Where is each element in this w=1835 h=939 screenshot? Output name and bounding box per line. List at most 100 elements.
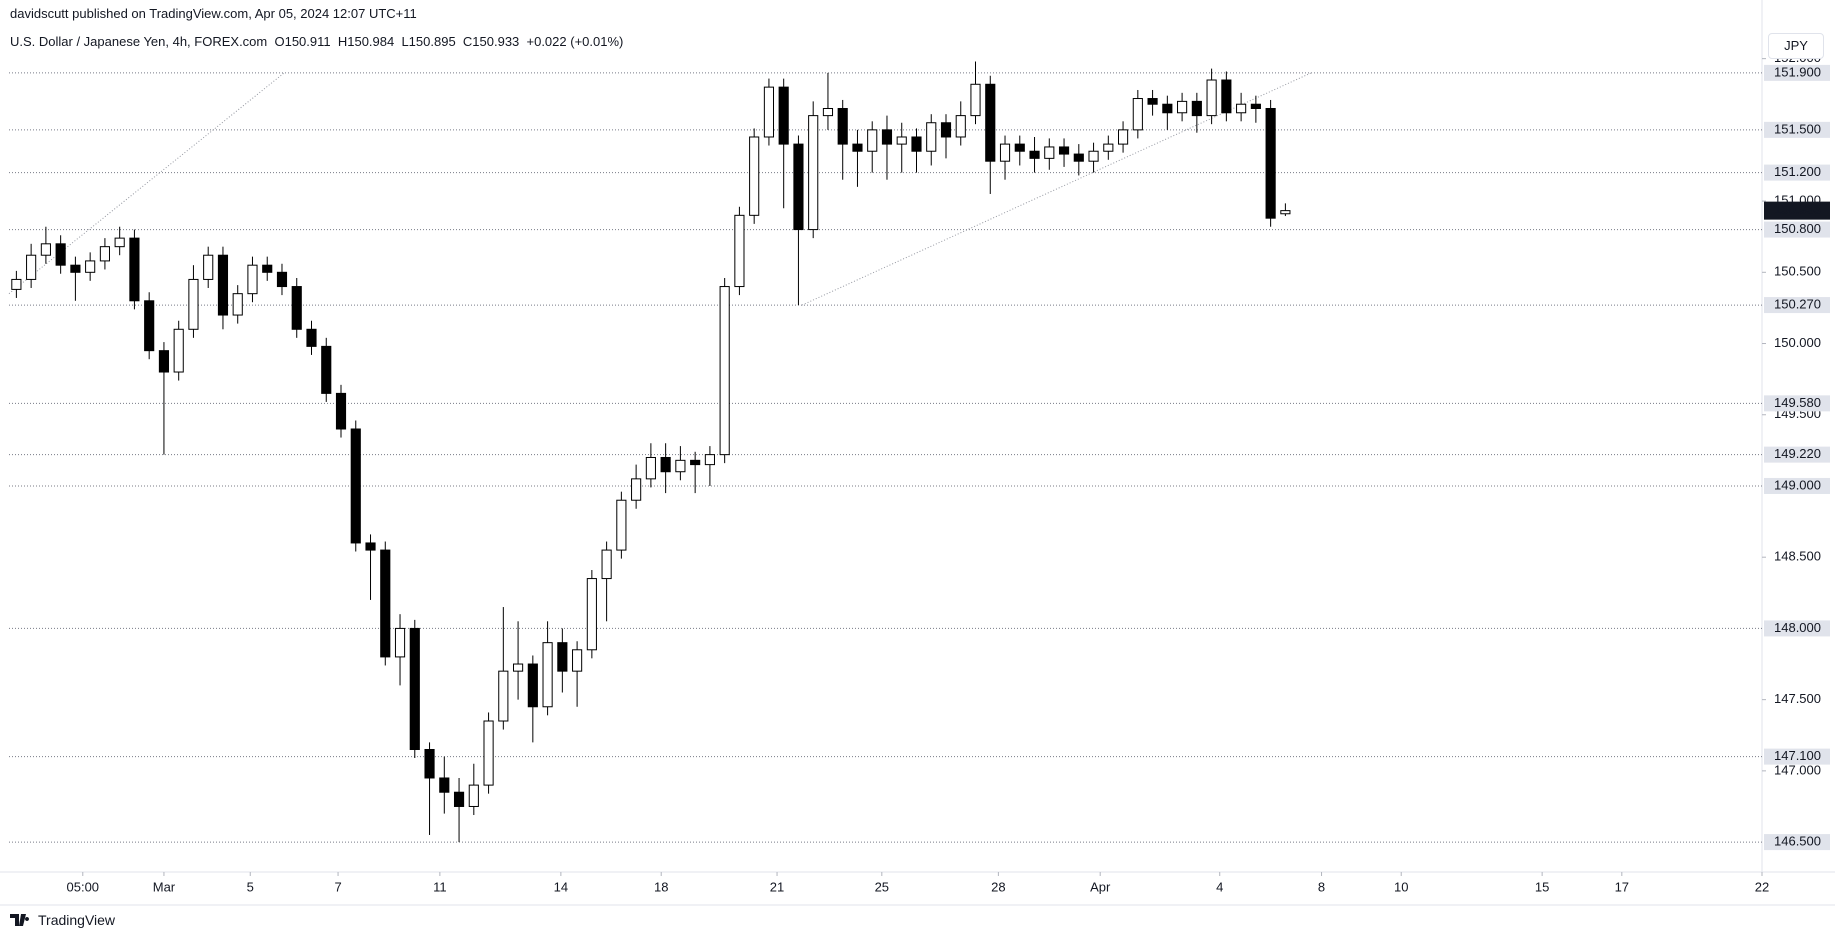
x-tick-label: 28 bbox=[991, 879, 1005, 894]
level-label: 149.580 bbox=[1774, 395, 1821, 410]
last-price-box bbox=[1764, 201, 1830, 220]
level-label-box bbox=[1764, 121, 1830, 138]
candle-body bbox=[468, 784, 479, 807]
candle-body bbox=[114, 237, 125, 248]
candle-body bbox=[217, 254, 229, 316]
candle-body bbox=[645, 456, 656, 480]
candle-body bbox=[542, 642, 553, 708]
candle-body bbox=[601, 549, 612, 580]
candle-body bbox=[1029, 150, 1040, 159]
level-label-box bbox=[1764, 395, 1830, 412]
x-tick-label: 15 bbox=[1535, 879, 1549, 894]
candle-body bbox=[203, 254, 214, 280]
x-tick-label: 05:00 bbox=[67, 879, 100, 894]
candle-body bbox=[350, 428, 361, 544]
candle-body bbox=[1250, 103, 1261, 109]
x-tick-label: 21 bbox=[770, 879, 784, 894]
y-tick-label: 148.500 bbox=[1774, 549, 1821, 564]
candle-body bbox=[808, 115, 819, 231]
candle-body bbox=[498, 670, 509, 722]
x-tick-label: 5 bbox=[247, 879, 254, 894]
candle-body bbox=[586, 578, 597, 651]
candle-body bbox=[572, 649, 583, 672]
candle-body bbox=[557, 642, 568, 672]
candle-body bbox=[26, 254, 37, 280]
candle-body bbox=[1132, 98, 1143, 131]
candle-body bbox=[1147, 98, 1158, 105]
candle-body bbox=[188, 278, 199, 330]
level-label-box bbox=[1764, 297, 1830, 314]
logo bbox=[10, 914, 30, 926]
x-tick-label: 17 bbox=[1615, 879, 1629, 894]
candle-body bbox=[793, 143, 804, 231]
candle-body bbox=[158, 350, 170, 373]
x-tick-label: 10 bbox=[1394, 879, 1408, 894]
level-label: 151.900 bbox=[1774, 64, 1821, 79]
candle-body bbox=[483, 720, 494, 786]
x-tick-label: 22 bbox=[1755, 879, 1769, 894]
candle-body bbox=[911, 136, 922, 152]
candle-body bbox=[881, 129, 893, 145]
candle-body bbox=[55, 243, 66, 266]
candle-body bbox=[867, 129, 878, 152]
level-label: 149.220 bbox=[1774, 446, 1821, 461]
candle-body bbox=[291, 286, 302, 330]
level-label: 150.800 bbox=[1774, 221, 1821, 236]
currency-button[interactable]: JPY bbox=[1768, 33, 1824, 59]
candle-body bbox=[675, 459, 686, 473]
candle-body bbox=[380, 549, 391, 658]
candle-body bbox=[1044, 146, 1055, 159]
last-price-label: 150.933 bbox=[1774, 202, 1821, 217]
candle-body bbox=[365, 542, 376, 551]
candle-body bbox=[1014, 143, 1025, 152]
candle-body bbox=[1058, 146, 1070, 155]
candle-body bbox=[247, 264, 258, 295]
candle-body bbox=[704, 454, 715, 466]
candle-body bbox=[616, 499, 627, 551]
candle-body bbox=[527, 663, 538, 708]
trend-line bbox=[8, 72, 285, 295]
level-label: 146.500 bbox=[1774, 834, 1821, 849]
candle-body bbox=[749, 136, 760, 216]
candle-body bbox=[144, 300, 155, 352]
candle-body bbox=[852, 143, 863, 152]
candle-body bbox=[1088, 150, 1099, 162]
candle-body bbox=[1265, 107, 1276, 219]
trend-line bbox=[801, 72, 1312, 306]
x-tick-label: 25 bbox=[875, 879, 889, 894]
brand: TradingView bbox=[38, 912, 116, 928]
candle-body bbox=[955, 115, 966, 138]
candle-body bbox=[1236, 103, 1247, 114]
candle-body bbox=[11, 278, 22, 290]
level-label: 148.000 bbox=[1774, 620, 1821, 635]
candle-body bbox=[40, 243, 51, 256]
symbol: U.S. Dollar / Japanese Yen, 4h, FOREX.co… bbox=[10, 34, 268, 49]
level-label-box bbox=[1764, 748, 1830, 765]
level-label-box bbox=[1764, 834, 1830, 851]
x-tick-label: Mar bbox=[153, 879, 176, 894]
x-tick-label: 11 bbox=[433, 879, 447, 894]
level-label: 150.270 bbox=[1774, 297, 1821, 312]
x-tick-label: 7 bbox=[334, 879, 341, 894]
y-tick-label: 150.500 bbox=[1774, 264, 1821, 279]
candle-body bbox=[1103, 143, 1114, 152]
level-label-box bbox=[1764, 477, 1830, 494]
publisher: davidscutt published on TradingView.com,… bbox=[10, 6, 417, 21]
candle-body bbox=[926, 122, 937, 152]
candle-body bbox=[99, 246, 110, 262]
x-tick-label: 8 bbox=[1318, 879, 1325, 894]
candle-body bbox=[719, 286, 730, 456]
x-tick-label: 18 bbox=[654, 879, 668, 894]
candle-body bbox=[439, 777, 450, 793]
level-label-box bbox=[1764, 221, 1830, 238]
level-label-box bbox=[1764, 164, 1830, 181]
candle-body bbox=[453, 791, 465, 807]
candle-body bbox=[394, 627, 406, 658]
candle-body bbox=[985, 83, 996, 162]
x-tick-label: Apr bbox=[1090, 879, 1111, 894]
y-tick-label: 147.000 bbox=[1774, 762, 1821, 777]
candle-body bbox=[1117, 129, 1129, 145]
y-tick-label: 147.500 bbox=[1774, 691, 1821, 706]
